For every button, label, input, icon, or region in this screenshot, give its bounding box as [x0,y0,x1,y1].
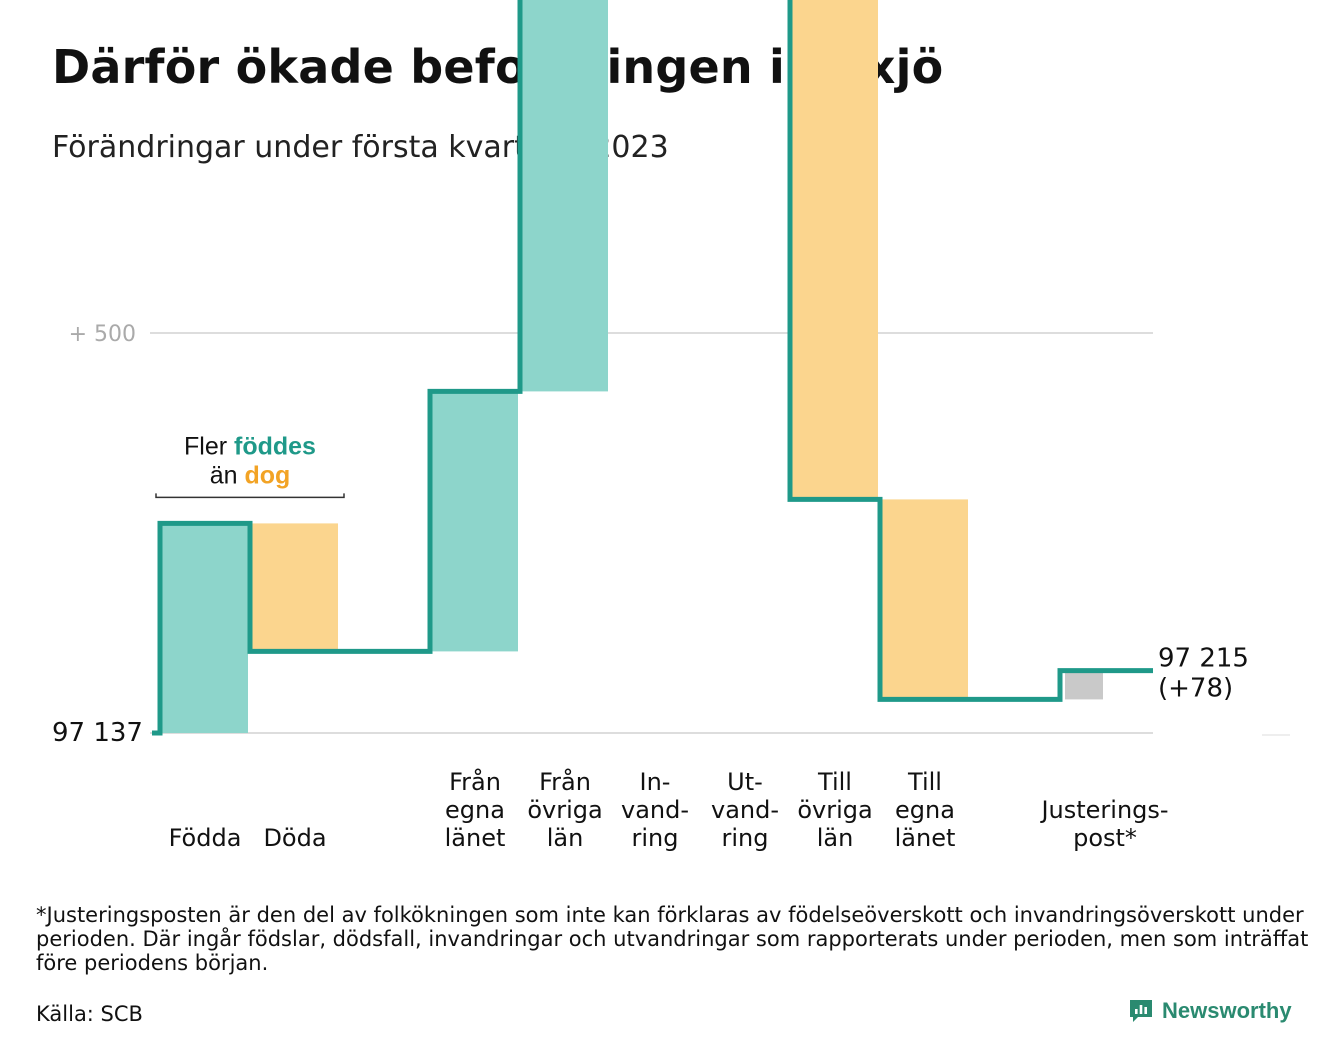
category-label-line: Justerings- [1039,796,1168,824]
annotation-part: Fler [184,432,234,460]
category-label-line: ring [722,824,769,852]
brand: Newsworthy [1128,998,1292,1024]
bar-doda [252,523,338,652]
bar-justering [1065,670,1103,700]
annotation-part: dog [244,461,290,489]
annotation-part: än [210,461,245,489]
category-label-line: Födda [169,824,242,852]
category-label-line: länet [445,824,506,852]
category-label-line: övriga [527,796,602,824]
category-label-fodda: Födda [169,824,242,852]
brand-name: Newsworthy [1162,998,1292,1023]
step-line [152,0,1153,736]
category-label-invandring: In-vand-ring [621,768,689,852]
annotation-part: föddes [234,432,316,460]
category-label-line: Ut- [727,768,763,796]
category-label-till-ovriga: Till övriga län [797,768,872,852]
gridlines: +1 000+ 500 [69,322,1290,736]
category-label-fran-ovriga: Från övriga län [527,767,602,852]
bar-fran-ovriga [522,0,608,392]
category-label-line: egna [445,796,505,824]
category-label-justering: Justerings-post* [1039,796,1168,852]
category-label-line: vand- [621,796,689,824]
end-change-label: (+78) [1158,674,1233,704]
category-label-line: In- [640,768,671,796]
category-label-line: Från [539,767,591,796]
category-label-till-egna: Till egna länet [895,768,956,852]
category-label-line: län [547,824,584,852]
newsworthy-logo-icon [1130,1000,1152,1022]
start-value-label: 97 137 [52,718,143,748]
category-label-line: Till [907,768,942,796]
bar-fodda [162,523,248,733]
bar-till-ovriga [792,0,878,500]
end-value-label: 97 215 [1158,644,1249,674]
category-label-line: övriga [797,796,872,824]
bar-fran-egna [432,391,518,652]
category-label-line: Till [817,768,852,796]
category-label-line: egna [895,796,955,824]
bars [162,0,1103,733]
y-tick-label: + 500 [69,322,136,347]
category-label-line: post* [1073,824,1137,852]
cumulative-step-line [152,0,1153,736]
category-label-line: Från [449,767,501,796]
bar-till-egna [882,499,968,700]
category-label-utvandring: Ut-vand-ring [711,768,779,852]
annotation-text-births: än dog [210,461,291,489]
footnote: *Justeringsposten är den del av folkökni… [36,903,1309,975]
annotation-bracket-births [155,493,345,499]
category-label-line: vand- [711,796,779,824]
category-label-line: län [817,824,854,852]
annotation-text-births: Fler föddes [184,432,316,460]
category-label-fran-egna: Från egna länet [445,767,506,852]
category-label-line: länet [895,824,956,852]
source-credit: Källa: SCB [36,1002,143,1026]
category-label-line: Döda [263,824,326,852]
category-label-line: ring [632,824,679,852]
category-label-doda: Döda [263,824,326,852]
